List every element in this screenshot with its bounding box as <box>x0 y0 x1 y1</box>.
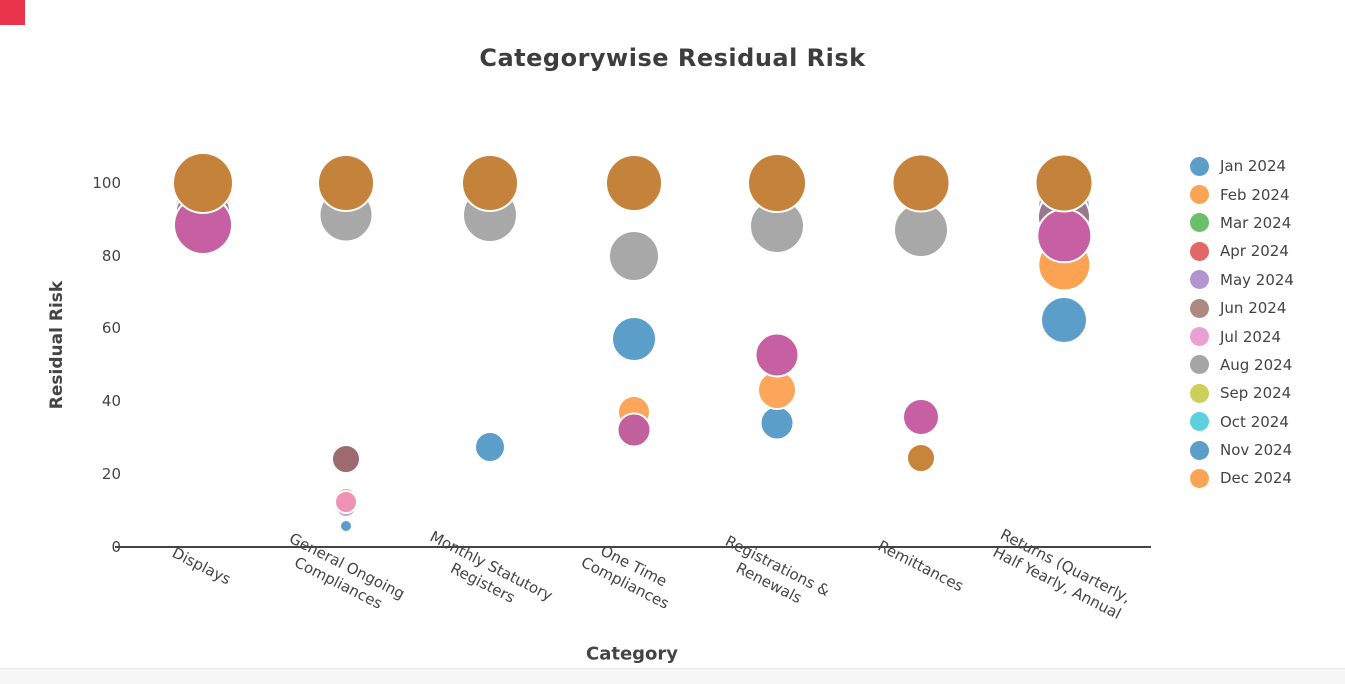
bubble[interactable] <box>473 430 506 463</box>
y-tick-label: 60 <box>101 319 121 338</box>
legend-label: Aug 2024 <box>1220 355 1293 374</box>
legend-item[interactable]: Jul 2024 <box>1190 322 1294 350</box>
legend-label: Jan 2024 <box>1220 157 1287 176</box>
bubble[interactable] <box>317 153 376 212</box>
legend-item[interactable]: May 2024 <box>1190 266 1294 294</box>
legend-swatch-icon <box>1190 241 1209 261</box>
bubble[interactable] <box>607 229 660 282</box>
bubble[interactable] <box>1040 295 1089 344</box>
bubble[interactable] <box>1036 208 1093 264</box>
y-tick-label: 0 <box>111 537 121 556</box>
legend-label: Sep 2024 <box>1220 384 1292 403</box>
legend: Jan 2024 Feb 2024 Mar 2024 Apr 2024 May 2024… <box>1190 152 1294 493</box>
bubble[interactable] <box>1034 153 1094 213</box>
legend-swatch-icon <box>1190 355 1209 375</box>
bubble[interactable] <box>334 489 359 514</box>
x-tick-label: Monthly Statutory Registers <box>427 527 556 607</box>
legend-swatch-icon <box>1190 383 1209 403</box>
legend-swatch-icon <box>1190 298 1209 318</box>
legend-item[interactable]: Jan 2024 <box>1190 152 1294 180</box>
x-axis-line <box>115 546 1151 548</box>
bubble[interactable] <box>460 153 519 212</box>
bubble[interactable] <box>171 151 234 214</box>
legend-label: Dec 2024 <box>1220 469 1292 488</box>
legend-item[interactable]: Feb 2024 <box>1190 180 1294 208</box>
legend-item[interactable]: Dec 2024 <box>1190 464 1294 492</box>
legend-item[interactable]: Oct 2024 <box>1190 408 1294 436</box>
legend-swatch-icon <box>1190 270 1209 290</box>
bubble[interactable] <box>610 316 657 363</box>
legend-item[interactable]: Sep 2024 <box>1190 379 1294 407</box>
y-tick-label: 40 <box>101 392 121 411</box>
legend-label: Mar 2024 <box>1220 213 1292 232</box>
bubble[interactable] <box>331 444 362 475</box>
legend-item[interactable]: Aug 2024 <box>1190 351 1294 379</box>
legend-label: Feb 2024 <box>1220 185 1290 204</box>
legend-label: Jul 2024 <box>1220 327 1282 346</box>
legend-swatch-icon <box>1190 468 1209 488</box>
legend-label: Nov 2024 <box>1220 441 1293 460</box>
footer-strip <box>0 668 1345 684</box>
bubble[interactable] <box>905 443 936 474</box>
legend-swatch-icon <box>1190 185 1209 205</box>
x-tick-label: Returns (Quarterly, Half Yearly, Annual <box>990 525 1135 623</box>
legend-swatch-icon <box>1190 213 1209 233</box>
legend-item[interactable]: Apr 2024 <box>1190 237 1294 265</box>
legend-item[interactable]: Mar 2024 <box>1190 209 1294 237</box>
y-axis-title: Residual Risk <box>47 280 67 410</box>
legend-item[interactable]: Nov 2024 <box>1190 436 1294 464</box>
chart-title: Categorywise Residual Risk <box>479 44 866 72</box>
legend-swatch-icon <box>1190 440 1209 460</box>
x-axis-title: Category <box>585 643 679 665</box>
bubble[interactable] <box>616 412 652 448</box>
x-tick-label: General Ongoing Compliances <box>286 529 409 613</box>
legend-swatch-icon <box>1190 156 1209 176</box>
legend-item[interactable]: Jun 2024 <box>1190 294 1294 322</box>
legend-label: Jun 2024 <box>1220 299 1287 318</box>
legend-swatch-icon <box>1190 412 1209 432</box>
x-tick-label: Displays <box>168 543 234 589</box>
legend-swatch-icon <box>1190 327 1209 347</box>
bubble[interactable] <box>891 153 951 213</box>
y-tick-label: 100 <box>92 173 121 192</box>
legend-label: May 2024 <box>1220 270 1294 289</box>
y-tick-label: 80 <box>101 246 121 265</box>
bubble[interactable] <box>747 152 808 213</box>
legend-label: Apr 2024 <box>1220 242 1289 261</box>
y-tick-label: 20 <box>101 464 121 483</box>
corner-marker <box>0 0 25 25</box>
bubble[interactable] <box>759 405 795 441</box>
bubble[interactable] <box>901 397 940 436</box>
legend-label: Oct 2024 <box>1220 412 1289 431</box>
bubble[interactable] <box>754 332 800 377</box>
x-tick-label: Registrations & Renewals <box>722 531 833 607</box>
bubble[interactable] <box>604 153 663 212</box>
bubble[interactable] <box>339 518 354 533</box>
